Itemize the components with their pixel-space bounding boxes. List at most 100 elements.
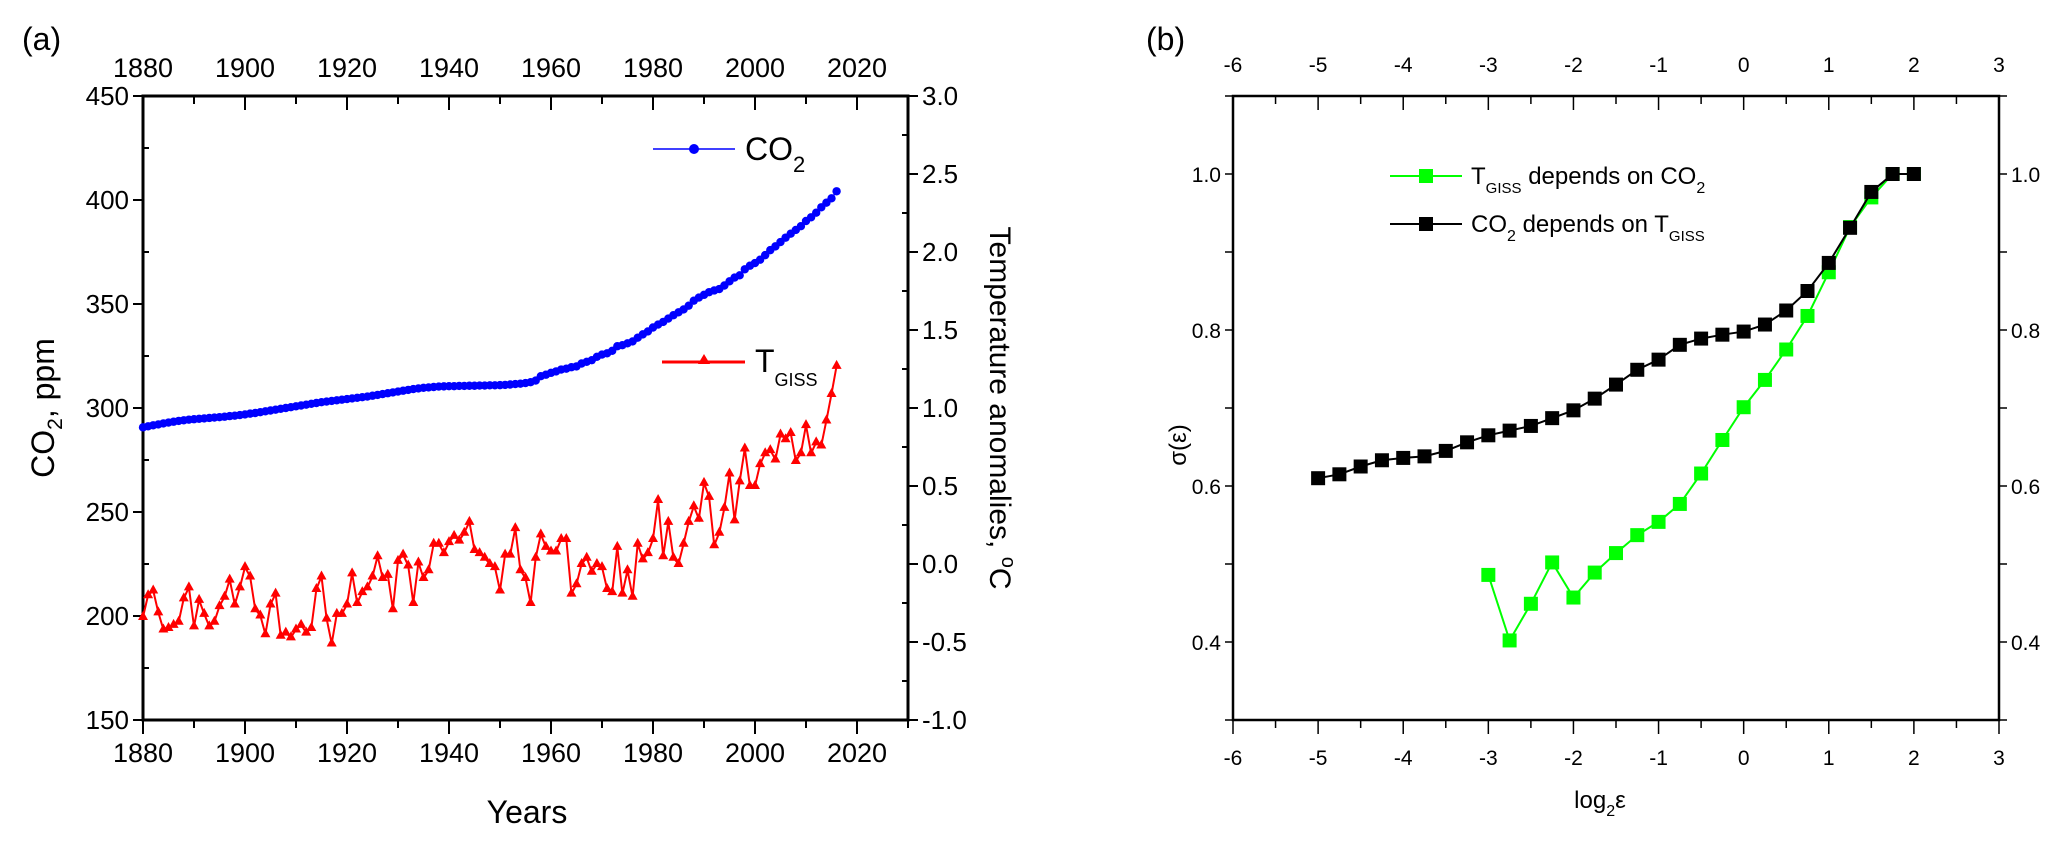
temperature-point	[795, 447, 806, 457]
temperature-point	[535, 528, 546, 538]
x-tick-label-top: 1980	[623, 53, 683, 83]
temperature-point	[143, 589, 154, 599]
temperature-point	[607, 586, 618, 596]
temperature-point	[168, 618, 179, 628]
temperature-point	[255, 609, 266, 619]
temperature-point	[398, 548, 409, 558]
x-tick-label-bottom: 1960	[521, 738, 581, 768]
y-tick-label-left: 0.6	[1192, 476, 1221, 499]
legend-green-marker	[1419, 169, 1433, 183]
panel-b-label: (b)	[1146, 21, 1185, 57]
panel-a-ticks: 1880 1880 1900 1900 1920 1920 1940 1940 1960 1960…	[86, 53, 967, 768]
tgiss-depends-on-co2-point	[1523, 596, 1538, 611]
temperature-point	[765, 444, 776, 454]
tgiss-depends-on-co2-point	[1566, 590, 1581, 605]
temperature-point	[658, 550, 669, 560]
temperature-point	[265, 598, 276, 608]
temperature-point	[561, 533, 572, 543]
x-tick-label-top: -5	[1309, 54, 1328, 77]
co2-depends-on-tgiss-point	[1694, 331, 1709, 346]
temperature-point	[229, 598, 240, 608]
tgiss-depends-on-co2-point	[1651, 514, 1666, 529]
temperature-point	[296, 618, 307, 628]
y-tick-label-right: 1.0	[922, 393, 958, 423]
y-tick-label-left: 0.4	[1192, 632, 1222, 655]
x-tick-label-top: -2	[1564, 54, 1583, 77]
temperature-point	[326, 637, 337, 647]
tgiss-depends-on-co2-point	[1587, 565, 1602, 580]
tgiss-depends-on-co2-point	[1545, 555, 1560, 570]
co2-point	[812, 208, 821, 217]
temperature-point	[234, 581, 245, 591]
tgiss-depends-on-co2-point	[1481, 567, 1496, 582]
temperature-point	[245, 570, 256, 580]
y-tick-label-left: 350	[86, 289, 129, 319]
co2-depends-on-tgiss-point	[1353, 459, 1368, 474]
co2-line	[142, 190, 838, 429]
temperature-point	[489, 561, 500, 571]
temperature-point	[780, 433, 791, 443]
temperature-point	[316, 570, 327, 580]
temperature-point	[816, 439, 827, 449]
temperature-point	[642, 547, 653, 557]
panel-a-label: (a)	[22, 21, 61, 57]
temperature-point	[739, 442, 750, 452]
temperature-point	[347, 567, 358, 577]
temperature-point	[306, 621, 317, 631]
co2-depends-on-tgiss-point	[1523, 418, 1538, 433]
temperature-point	[336, 607, 347, 617]
y-tick-label-right: 0.8	[2011, 320, 2040, 343]
co2-depends-on-tgiss-point	[1587, 391, 1602, 406]
y-tick-label-left: 400	[86, 185, 129, 215]
temperature-point	[826, 387, 837, 397]
temperature-point	[438, 547, 449, 557]
legend-black-text: CO2 depends on TGISS	[1471, 211, 1705, 245]
y-tick-label-left: 0.8	[1192, 320, 1221, 343]
co2-depends-on-tgiss-point	[1609, 377, 1623, 392]
tgiss-depends-on-co2-point	[1609, 546, 1623, 561]
temperature-line	[142, 365, 838, 644]
co2-depends-on-tgiss-point	[1566, 403, 1581, 418]
x-tick-label-top: 2020	[827, 53, 887, 83]
tgiss-depends-on-co2-point	[1630, 528, 1645, 543]
x-tick-label-top: -4	[1394, 54, 1413, 77]
legend-temperature-marker	[698, 354, 710, 364]
panel-a-legend-co2: CO2	[653, 131, 805, 177]
x-tick-label-bottom: 1920	[317, 738, 377, 768]
y-tick-label-right: 0.4	[2011, 632, 2041, 655]
panel-a-legend-temperature: TGISS	[662, 343, 818, 390]
temperature-point	[301, 626, 312, 636]
temperature-point	[377, 572, 388, 582]
x-tick-label-top: 1900	[215, 53, 275, 83]
temperature-point	[576, 558, 587, 567]
x-tick-label-bottom: -3	[1479, 747, 1498, 770]
temperature-point	[673, 558, 684, 567]
temperature-point	[668, 551, 679, 561]
temperature-point	[750, 480, 760, 489]
tgiss-depends-on-co2-point	[1757, 372, 1772, 387]
temperature-point	[678, 537, 689, 547]
temperature-point	[153, 606, 164, 616]
temperature-point	[199, 607, 210, 617]
x-tick-label-top: -6	[1224, 54, 1243, 77]
x-tick-label-bottom: -2	[1564, 747, 1583, 770]
panel-a-x-axis-label: Years	[487, 794, 568, 830]
co2-point	[827, 194, 836, 203]
temperature-point	[831, 359, 842, 369]
temperature-point	[632, 537, 643, 547]
co2-depends-on-tgiss-point	[1651, 352, 1666, 367]
x-tick-label-top: 0	[1738, 54, 1750, 77]
legend-co2-text: CO2	[745, 131, 805, 177]
temperature-point	[148, 584, 159, 594]
x-tick-label-top: 1	[1823, 54, 1835, 77]
temperature-point	[260, 628, 271, 638]
temperature-point	[484, 558, 495, 567]
x-tick-label-top: 1920	[317, 53, 377, 83]
y-tick-label-left: 450	[86, 81, 129, 111]
panel-a-y-right-axis-label: Temperature anomalies, oC	[983, 227, 1019, 590]
co2-depends-on-tgiss-point	[1715, 327, 1730, 342]
temperature-point	[770, 453, 781, 463]
temperature-point	[280, 626, 291, 636]
legend-temperature-text: TGISS	[755, 343, 818, 390]
